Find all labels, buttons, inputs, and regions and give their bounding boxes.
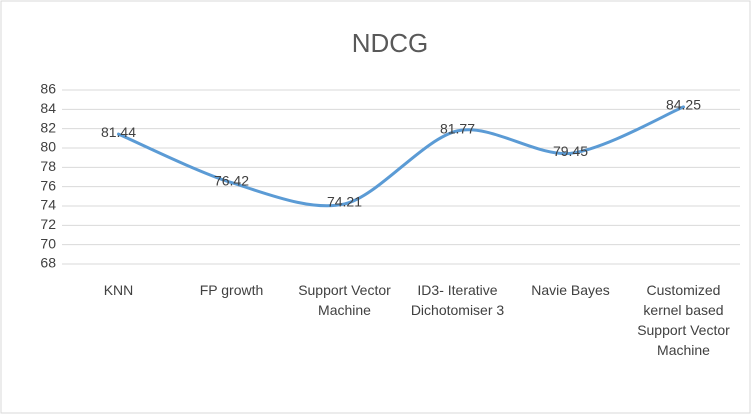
x-tick-label: Customized kernel based Support Vector M… xyxy=(637,282,730,358)
y-tick-label: 78 xyxy=(40,158,56,174)
y-tick-label: 74 xyxy=(40,197,56,213)
data-label: 81.44 xyxy=(101,124,136,140)
y-tick-label: 82 xyxy=(40,119,56,135)
x-tick-label: FP growth xyxy=(199,282,264,298)
x-tick-label: ID3- Iterative Dichotomiser 3 xyxy=(410,282,505,318)
data-label: 74.21 xyxy=(327,194,362,210)
y-tick-label: 72 xyxy=(40,216,56,232)
x-tick-label: Navie Bayes xyxy=(531,282,610,298)
y-tick-label: 76 xyxy=(40,177,56,193)
x-tick-label: Support Vector Machine xyxy=(298,282,391,318)
data-label: 81.77 xyxy=(440,121,475,137)
data-label: 79.45 xyxy=(553,143,588,159)
y-tick-label: 86 xyxy=(40,81,56,97)
x-tick-label: KNN xyxy=(103,282,134,298)
data-label: 76.42 xyxy=(214,172,249,188)
chart-title: NDCG xyxy=(352,28,429,58)
y-tick-label: 70 xyxy=(40,235,56,251)
y-tick-label: 80 xyxy=(40,139,56,155)
y-tick-label: 84 xyxy=(40,100,56,116)
data-label: 84.25 xyxy=(666,97,701,113)
data-line xyxy=(117,105,685,208)
y-tick-label: 68 xyxy=(40,255,56,271)
